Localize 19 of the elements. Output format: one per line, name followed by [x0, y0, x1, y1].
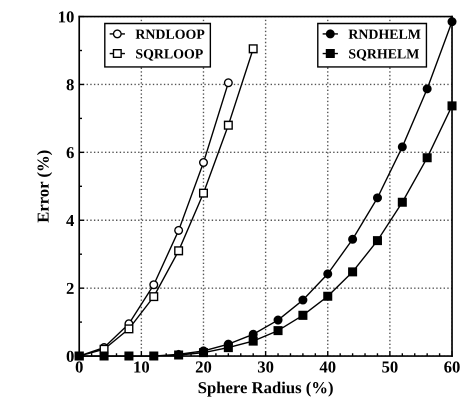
- legend-label: SQRLOOP: [136, 49, 203, 61]
- y-tick-label: 8: [66, 79, 74, 90]
- x-axis-title: Sphere Radius (%): [198, 382, 333, 397]
- legend-label: SQRHELM: [349, 49, 419, 61]
- y-tick-label: 0: [66, 350, 74, 362]
- y-tick-label: 10: [59, 11, 74, 23]
- y-tick-label: 4: [66, 215, 74, 226]
- legend-label: RNDHELM: [348, 30, 420, 39]
- x-tick-label: 40: [320, 361, 336, 373]
- legend-label: RNDLOOP: [136, 30, 204, 39]
- x-tick-label: 0: [76, 361, 83, 373]
- y-tick-label: 6: [66, 147, 74, 158]
- x-tick-label: 50: [382, 361, 398, 373]
- x-tick-label: 60: [444, 361, 460, 373]
- x-tick-label: 30: [258, 361, 274, 373]
- y-tick-label: 2: [66, 282, 74, 294]
- x-tick-label: 20: [196, 361, 212, 373]
- y-axis-title: Error (%): [37, 150, 52, 223]
- x-tick-label: 10: [134, 361, 150, 373]
